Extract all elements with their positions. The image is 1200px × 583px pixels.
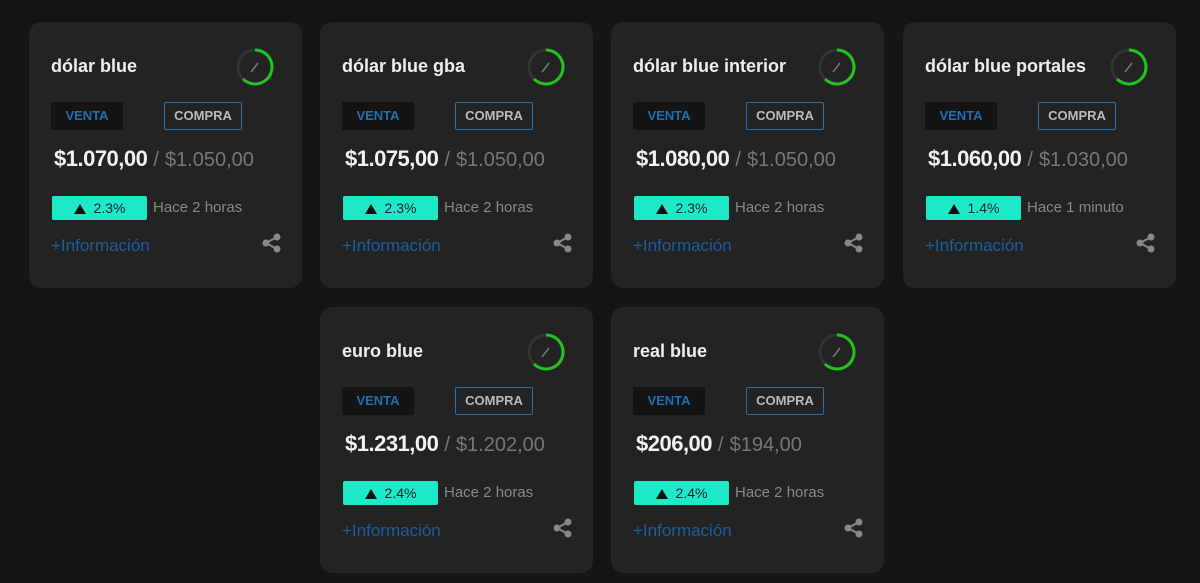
- change-value: 1.4%: [967, 200, 1000, 216]
- card-title: real blue: [633, 341, 708, 361]
- buy-price: $1.050,00: [455, 149, 545, 171]
- change-value: 2.4%: [675, 485, 708, 501]
- info-link[interactable]: +Información: [925, 236, 1024, 255]
- venta-tab[interactable]: VENTA: [633, 102, 705, 130]
- info-link[interactable]: +Información: [342, 521, 441, 540]
- price-row: $206,00/$194,00: [636, 431, 802, 457]
- change-value: 2.3%: [675, 200, 708, 216]
- change-badge: 2.4%: [343, 481, 438, 505]
- sell-price: $1.075,00: [345, 146, 439, 171]
- compra-tab[interactable]: COMPRA: [746, 102, 824, 130]
- price-row: $1.075,00/$1.050,00: [345, 146, 545, 172]
- quote-card: dólar blue portales VENTA COMPRA $1.060,00/…: [903, 22, 1176, 288]
- buy-price: $1.050,00: [164, 149, 254, 171]
- sell-price: $206,00: [636, 431, 713, 456]
- compra-tab[interactable]: COMPRA: [1038, 102, 1116, 130]
- buy-price: $194,00: [729, 434, 802, 456]
- card-title: dólar blue: [51, 56, 138, 76]
- update-time: Hace 2 horas: [735, 199, 825, 216]
- share-button[interactable]: [261, 232, 283, 259]
- share-button[interactable]: [552, 517, 574, 544]
- refresh-ring: [526, 47, 566, 92]
- quote-card: real blue VENTA COMPRA $206,00/$194,00 2.4% H…: [611, 307, 884, 573]
- change-value: 2.3%: [384, 200, 417, 216]
- card-title: dólar blue interior: [633, 56, 787, 76]
- separator: /: [1027, 149, 1033, 171]
- price-row: $1.080,00/$1.050,00: [636, 146, 836, 172]
- info-link[interactable]: +Información: [633, 521, 732, 540]
- card-title: dólar blue gba: [342, 56, 466, 76]
- venta-tab[interactable]: VENTA: [342, 102, 414, 130]
- update-time: Hace 2 horas: [153, 199, 243, 216]
- quote-card: dólar blue VENTA COMPRA $1.070,00/$1.050,00…: [29, 22, 302, 288]
- separator: /: [444, 434, 450, 456]
- sell-price: $1.080,00: [636, 146, 730, 171]
- venta-tab[interactable]: VENTA: [633, 387, 705, 415]
- info-link[interactable]: +Información: [633, 236, 732, 255]
- card-title: dólar blue portales: [925, 56, 1087, 76]
- compra-tab[interactable]: COMPRA: [164, 102, 242, 130]
- info-link[interactable]: +Información: [51, 236, 150, 255]
- change-badge: 2.3%: [634, 196, 729, 220]
- buy-price: $1.030,00: [1038, 149, 1128, 171]
- sell-price: $1.070,00: [54, 146, 148, 171]
- change-badge: 2.3%: [343, 196, 438, 220]
- quote-card: dólar blue interior VENTA COMPRA $1.080,00/…: [611, 22, 884, 288]
- separator: /: [718, 434, 724, 456]
- change-badge: 2.3%: [52, 196, 147, 220]
- compra-tab[interactable]: COMPRA: [746, 387, 824, 415]
- quote-card: dólar blue gba VENTA COMPRA $1.075,00/$1.05…: [320, 22, 593, 288]
- share-button[interactable]: [552, 232, 574, 259]
- share-button[interactable]: [843, 517, 865, 544]
- card-title: euro blue: [342, 341, 424, 361]
- change-badge: 2.4%: [634, 481, 729, 505]
- refresh-ring: [526, 332, 566, 377]
- compra-tab[interactable]: COMPRA: [455, 102, 533, 130]
- buy-price: $1.202,00: [455, 434, 545, 456]
- change-badge: 1.4%: [926, 196, 1021, 220]
- venta-tab[interactable]: VENTA: [342, 387, 414, 415]
- share-button[interactable]: [843, 232, 865, 259]
- compra-tab[interactable]: COMPRA: [455, 387, 533, 415]
- share-button[interactable]: [1135, 232, 1157, 259]
- update-time: Hace 2 horas: [735, 484, 825, 501]
- change-value: 2.4%: [384, 485, 417, 501]
- buy-price: $1.050,00: [746, 149, 836, 171]
- price-row: $1.070,00/$1.050,00: [54, 146, 254, 172]
- sell-price: $1.231,00: [345, 431, 439, 456]
- update-time: Hace 1 minuto: [1027, 199, 1124, 216]
- venta-tab[interactable]: VENTA: [925, 102, 997, 130]
- venta-tab[interactable]: VENTA: [51, 102, 123, 130]
- info-link[interactable]: +Información: [342, 236, 441, 255]
- separator: /: [153, 149, 159, 171]
- refresh-ring: [817, 332, 857, 377]
- separator: /: [735, 149, 741, 171]
- update-time: Hace 2 horas: [444, 199, 534, 216]
- sell-price: $1.060,00: [928, 146, 1022, 171]
- refresh-ring: [1109, 47, 1149, 92]
- refresh-ring: [817, 47, 857, 92]
- refresh-ring: [235, 47, 275, 92]
- separator: /: [444, 149, 450, 171]
- update-time: Hace 2 horas: [444, 484, 534, 501]
- price-row: $1.060,00/$1.030,00: [928, 146, 1128, 172]
- price-row: $1.231,00/$1.202,00: [345, 431, 545, 457]
- change-value: 2.3%: [93, 200, 126, 216]
- quote-card: euro blue VENTA COMPRA $1.231,00/$1.202,00 2…: [320, 307, 593, 573]
